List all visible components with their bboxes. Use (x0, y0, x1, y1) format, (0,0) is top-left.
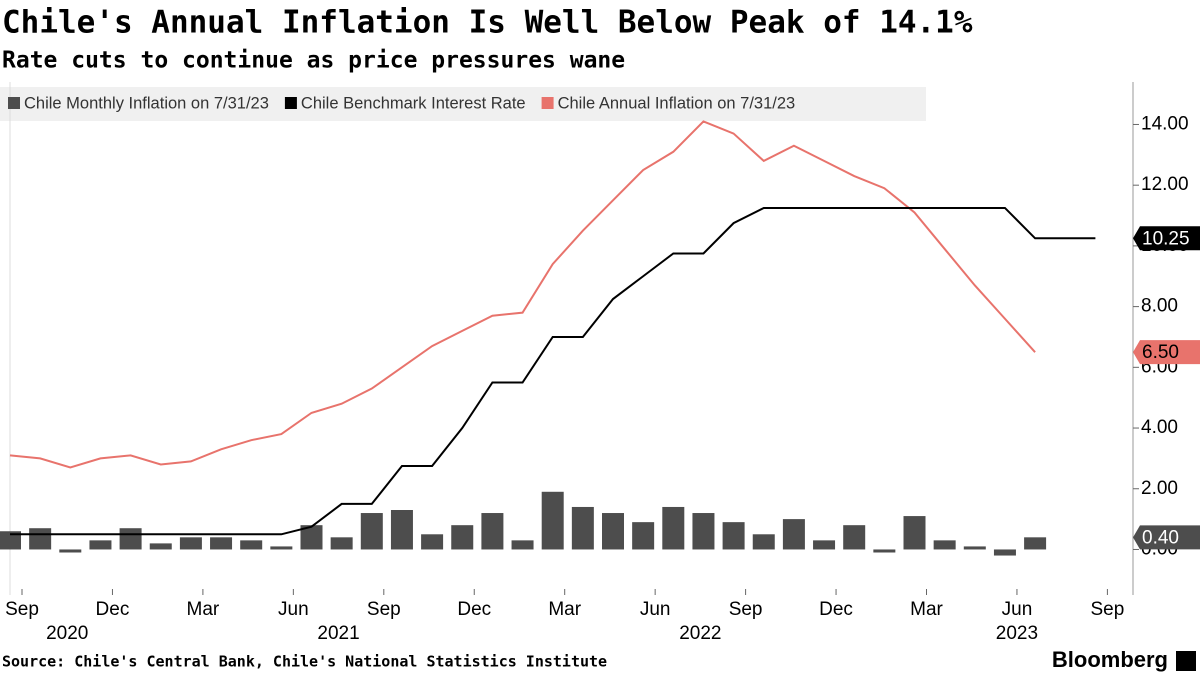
legend-swatch (284, 97, 297, 109)
x-tick-label: Dec (457, 599, 491, 620)
chart-title: Chile's Annual Inflation Is Well Below P… (2, 5, 973, 41)
y-tick-label: 8.00 (1141, 296, 1178, 317)
legend-label: Chile Monthly Inflation on 7/31/23 (24, 94, 269, 112)
legend-label: Chile Annual Inflation on 7/31/23 (558, 94, 796, 112)
x-tick-label: Mar (187, 599, 220, 620)
bar (210, 537, 233, 550)
x-tick-label: Jun (278, 599, 309, 620)
chart-subtitle: Rate cuts to continue as price pressures… (2, 48, 625, 74)
x-tick-label: Dec (819, 599, 853, 620)
bar (240, 540, 263, 550)
line (9, 120, 1036, 469)
bar (59, 549, 82, 553)
x-tick-label: Sep (5, 599, 39, 620)
line (10, 206, 1096, 536)
bar (903, 516, 926, 550)
x-tick-label: Mar (548, 599, 581, 620)
bar (89, 540, 112, 550)
brand: Bloomberg (1052, 647, 1168, 672)
y-tick-label: 4.00 (1141, 417, 1178, 438)
bar (360, 513, 383, 550)
x-year-label: 2021 (317, 623, 359, 644)
bar (481, 513, 504, 550)
bar (722, 522, 745, 550)
legend-swatch (541, 97, 554, 109)
bar (29, 528, 52, 550)
bar (632, 522, 655, 550)
x-year-label: 2020 (46, 623, 88, 644)
brand-icon (1176, 651, 1196, 671)
bar (179, 537, 202, 550)
bar (541, 491, 564, 550)
end-badge-label: 6.50 (1142, 342, 1179, 363)
bar (421, 534, 444, 550)
bar (1024, 537, 1047, 550)
bar (330, 537, 353, 550)
bar (390, 510, 413, 550)
legend-swatch (8, 97, 20, 109)
bar (873, 549, 896, 553)
x-tick-label: Jun (1002, 599, 1033, 620)
legend-background (0, 87, 926, 121)
source: Source: Chile's Central Bank, Chile's Na… (2, 653, 607, 671)
x-tick-label: Dec (96, 599, 130, 620)
bar (451, 525, 474, 550)
x-tick-label: Sep (1090, 599, 1124, 620)
bar (149, 543, 172, 550)
x-year-label: 2022 (679, 623, 721, 644)
legend-label: Chile Benchmark Interest Rate (301, 94, 526, 112)
bar (270, 546, 293, 550)
bar (933, 540, 956, 550)
end-badge (1133, 226, 1200, 251)
y-tick-label: 12.00 (1141, 174, 1189, 195)
bar (843, 525, 866, 550)
end-badge-label: 0.40 (1142, 527, 1179, 548)
x-tick-label: Sep (729, 599, 763, 620)
bar (0, 531, 21, 550)
bar (813, 540, 836, 550)
x-tick-label: Sep (367, 599, 401, 620)
bar (119, 528, 142, 550)
bar (752, 534, 775, 550)
bar (602, 513, 624, 550)
bar (692, 513, 715, 550)
end-badge (1133, 340, 1200, 365)
y-tick-label: 2.00 (1141, 478, 1178, 499)
end-badge-label: 10.25 (1142, 228, 1190, 249)
bar (511, 540, 534, 550)
bar (782, 519, 805, 550)
bar (993, 549, 1016, 556)
bar (963, 546, 986, 550)
y-tick-label: 14.00 (1141, 113, 1189, 134)
bar (662, 506, 685, 550)
x-tick-label: Mar (910, 599, 943, 620)
x-tick-label: Jun (640, 599, 671, 620)
end-badge (1133, 525, 1200, 550)
bar (300, 525, 323, 550)
bar (571, 506, 594, 550)
x-year-label: 2023 (996, 623, 1038, 644)
